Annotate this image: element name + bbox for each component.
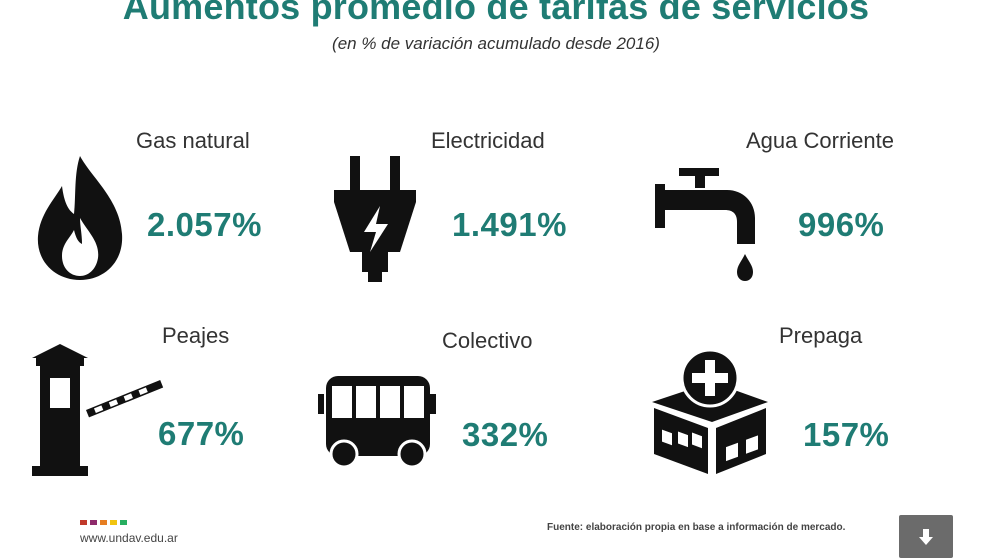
page-subtitle: (en % de variación acumulado desde 2016) bbox=[332, 34, 660, 53]
source-note: Fuente: elaboración propia en base a inf… bbox=[547, 522, 846, 533]
download-arrow-icon bbox=[919, 528, 933, 545]
download-button[interactable] bbox=[899, 515, 953, 558]
brand-dot-3 bbox=[100, 520, 107, 525]
brand-dot-2 bbox=[90, 520, 97, 525]
flame-icon bbox=[37, 156, 123, 280]
faucet-icon bbox=[655, 168, 755, 281]
health-label: Prepaga bbox=[779, 323, 863, 348]
page-title: Aumentos promedio de tarifas de servicio… bbox=[122, 0, 870, 27]
water-value: 996% bbox=[798, 206, 885, 243]
gas-label: Gas natural bbox=[136, 128, 250, 153]
electricity-value: 1.491% bbox=[452, 206, 567, 243]
plug-icon bbox=[334, 156, 416, 282]
bus-icon bbox=[318, 376, 436, 468]
bus-label: Colectivo bbox=[442, 328, 533, 353]
tolls-value: 677% bbox=[158, 415, 245, 452]
electricity-label: Electricidad bbox=[431, 128, 545, 153]
bus-value: 332% bbox=[462, 416, 549, 453]
tolls-label: Peajes bbox=[162, 323, 230, 348]
brand-dot-5 bbox=[120, 520, 127, 525]
hospital-icon bbox=[652, 350, 768, 474]
water-label: Agua Corriente bbox=[746, 128, 894, 153]
health-value: 157% bbox=[803, 416, 890, 453]
brand-dot-4 bbox=[110, 520, 117, 525]
gas-value: 2.057% bbox=[147, 206, 262, 243]
brand-dot-1 bbox=[80, 520, 87, 525]
toll-booth-icon bbox=[32, 344, 164, 476]
brand-dots bbox=[80, 520, 127, 525]
site-url: www.undav.edu.ar bbox=[80, 531, 178, 545]
